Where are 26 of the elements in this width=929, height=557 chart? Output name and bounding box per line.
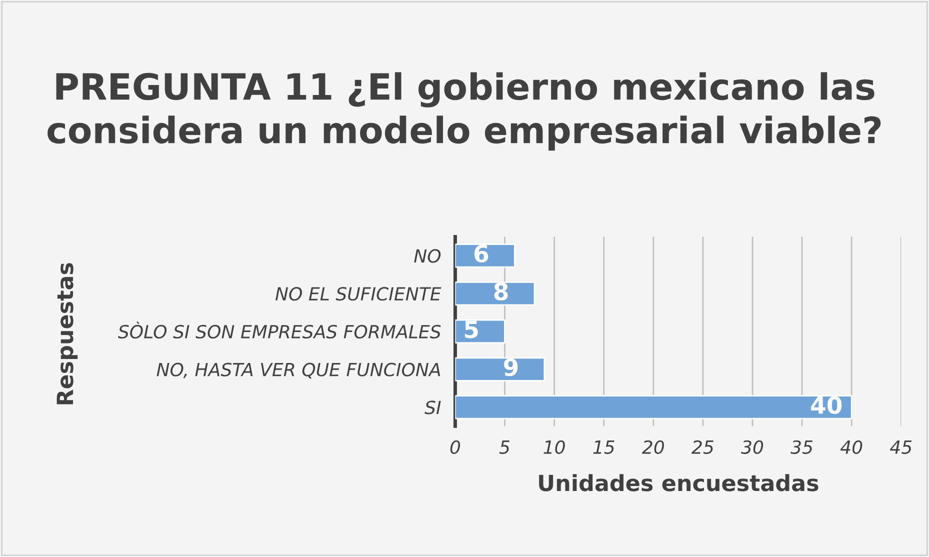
y-tick-label: SÒLO SI SON EMPRESAS FORMALES (118, 322, 441, 339)
y-tick-label: SI (424, 400, 441, 414)
x-tick-label: 10 (544, 440, 565, 454)
x-tick-label: 15 (593, 440, 614, 454)
x-tick-label: 40 (840, 440, 862, 454)
x-tick-label: 30 (741, 440, 764, 454)
x-tick-label: 45 (890, 440, 912, 454)
bar (455, 395, 852, 420)
x-axis-title: Unidades encuestadas (539, 474, 818, 492)
x-tick-label: 0 (450, 440, 460, 454)
bar (455, 281, 536, 306)
y-axis-title: Respuestas (56, 263, 78, 404)
x-tick-label: 20 (642, 440, 664, 454)
data-label: 6 (474, 244, 488, 263)
x-tick-label: 35 (790, 440, 813, 454)
bar (455, 357, 546, 382)
y-tick-label: NO (414, 249, 441, 263)
x-tick-label: 5 (499, 440, 510, 454)
y-tick-label: NO, HASTA VER QUE FUNCIONA (156, 362, 440, 378)
data-label: 8 (494, 282, 508, 300)
x-tick-label: 25 (692, 440, 714, 454)
data-label: 40 (810, 396, 842, 414)
data-label: 9 (504, 358, 518, 376)
y-tick-label: NO EL SUFICIENTE (275, 287, 442, 301)
chart-title: PREGUNTA 11 ¿El gobierno mexicano las considera un modelo empresarial viable? (48, 72, 881, 151)
data-label: 5 (464, 320, 478, 338)
